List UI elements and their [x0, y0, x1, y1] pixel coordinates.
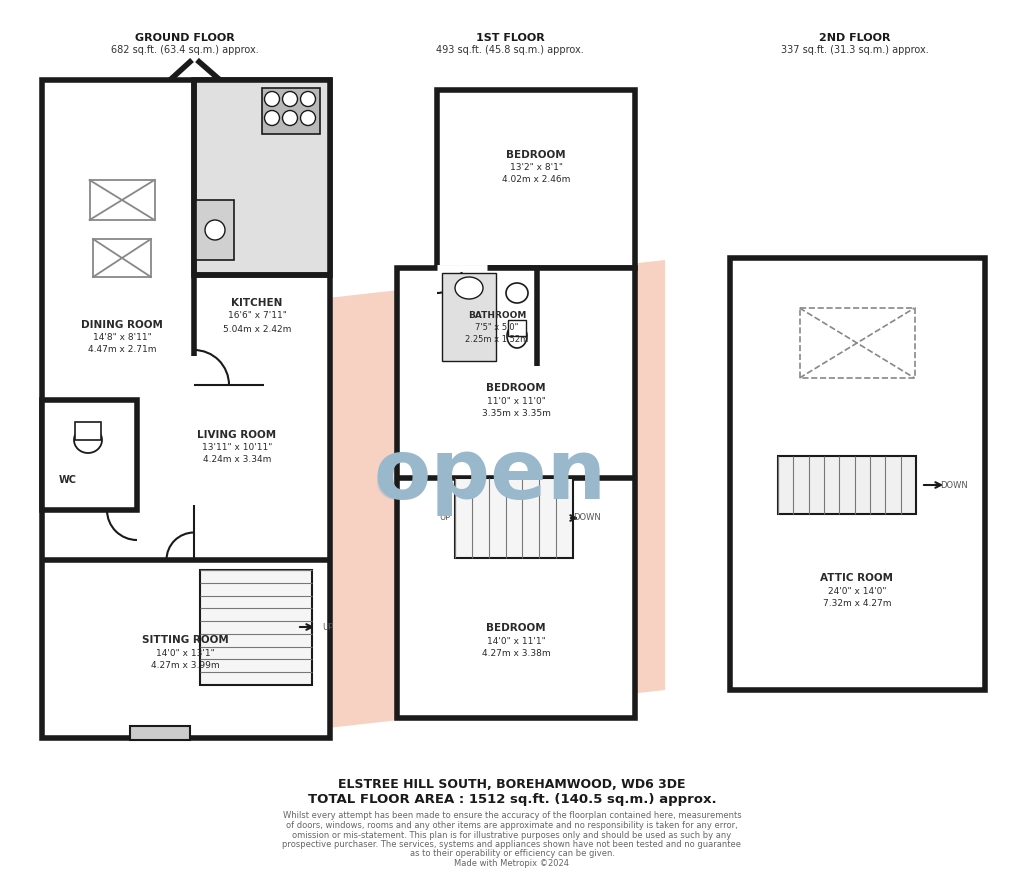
Text: 14'8" x 8'11": 14'8" x 8'11": [92, 333, 152, 342]
Text: 4.27m x 3.38m: 4.27m x 3.38m: [481, 649, 550, 658]
Text: open: open: [374, 435, 606, 515]
Text: 2ND FLOOR: 2ND FLOOR: [819, 33, 891, 43]
Circle shape: [264, 110, 280, 125]
Text: 16'6" x 7'11": 16'6" x 7'11": [227, 312, 287, 321]
Bar: [437, 268, 537, 366]
Bar: [130, 726, 190, 740]
Text: BEDROOM: BEDROOM: [506, 150, 566, 160]
Text: 13'11" x 10'11": 13'11" x 10'11": [202, 444, 272, 452]
Text: BATHROOM: BATHROOM: [468, 312, 526, 321]
Text: 4.02m x 2.46m: 4.02m x 2.46m: [502, 176, 570, 185]
Text: as to their operability or efficiency can be given.: as to their operability or efficiency ca…: [410, 849, 614, 858]
Text: open: open: [374, 435, 606, 515]
Text: 4.27m x 3.99m: 4.27m x 3.99m: [151, 660, 219, 669]
Bar: [42, 80, 330, 738]
Text: 337 sq.ft. (31.3 sq.m.) approx.: 337 sq.ft. (31.3 sq.m.) approx.: [781, 45, 929, 55]
Text: LIVING ROOM: LIVING ROOM: [198, 430, 276, 440]
Text: of doors, windows, rooms and any other items are approximate and no responsibili: of doors, windows, rooms and any other i…: [286, 821, 738, 830]
Bar: [778, 456, 916, 514]
Text: 24'0" x 14'0": 24'0" x 14'0": [827, 587, 886, 596]
Text: Whilst every attempt has been made to ensure the accuracy of the floorplan conta: Whilst every attempt has been made to en…: [283, 812, 741, 821]
Text: TOTAL FLOOR AREA : 1512 sq.ft. (140.5 sq.m.) approx.: TOTAL FLOOR AREA : 1512 sq.ft. (140.5 sq…: [307, 792, 717, 806]
Circle shape: [205, 220, 225, 240]
Text: 5.04m x 2.42m: 5.04m x 2.42m: [223, 324, 291, 333]
Text: KITCHEN: KITCHEN: [231, 298, 283, 308]
Circle shape: [264, 91, 280, 107]
Text: 7.32m x 4.27m: 7.32m x 4.27m: [822, 599, 891, 607]
Text: 682 sq.ft. (63.4 sq.m.) approx.: 682 sq.ft. (63.4 sq.m.) approx.: [112, 45, 259, 55]
Ellipse shape: [507, 324, 527, 348]
Circle shape: [283, 91, 298, 107]
Text: DOWN: DOWN: [573, 513, 601, 522]
Bar: [200, 570, 312, 685]
Text: 11'0" x 11'0": 11'0" x 11'0": [486, 397, 546, 406]
Text: BEDROOM: BEDROOM: [486, 623, 546, 633]
Text: 1ST FLOOR: 1ST FLOOR: [475, 33, 545, 43]
Text: GROUND FLOOR: GROUND FLOOR: [135, 33, 234, 43]
Bar: [194, 80, 330, 275]
Text: DOWN: DOWN: [940, 480, 968, 489]
Polygon shape: [310, 260, 665, 730]
Text: estates: estates: [410, 509, 630, 561]
Ellipse shape: [506, 283, 528, 303]
Text: SITTING ROOM: SITTING ROOM: [141, 635, 228, 645]
Bar: [93, 239, 151, 277]
Text: 4.47m x 2.71m: 4.47m x 2.71m: [88, 346, 157, 355]
Text: 14'0" x 13'1": 14'0" x 13'1": [156, 649, 214, 658]
Text: prospective purchaser. The services, systems and appliances shown have not been : prospective purchaser. The services, sys…: [283, 840, 741, 849]
Circle shape: [300, 110, 315, 125]
Text: 2.25m x 1.52m: 2.25m x 1.52m: [465, 334, 528, 343]
Ellipse shape: [455, 277, 483, 299]
Bar: [397, 268, 635, 718]
Bar: [508, 320, 526, 336]
Circle shape: [300, 91, 315, 107]
Bar: [262, 88, 319, 134]
Bar: [442, 273, 496, 361]
Text: 4.24m x 3.34m: 4.24m x 3.34m: [203, 455, 271, 464]
Text: Made with Metropix ©2024: Made with Metropix ©2024: [455, 859, 569, 868]
Text: 13'2" x 8'1": 13'2" x 8'1": [510, 163, 562, 173]
Text: ELSTREE HILL SOUTH, BOREHAMWOOD, WD6 3DE: ELSTREE HILL SOUTH, BOREHAMWOOD, WD6 3DE: [338, 778, 686, 790]
Bar: [75, 422, 101, 440]
Bar: [800, 308, 914, 378]
Text: omission or mis-statement. This plan is for illustrative purposes only and shoul: omission or mis-statement. This plan is …: [293, 831, 731, 840]
Bar: [730, 258, 985, 690]
Ellipse shape: [74, 427, 102, 453]
Text: BEDROOM: BEDROOM: [486, 383, 546, 393]
Bar: [196, 200, 234, 260]
Bar: [42, 400, 137, 510]
Bar: [437, 90, 635, 268]
Text: 14'0" x 11'1": 14'0" x 11'1": [486, 636, 546, 645]
Text: WC: WC: [59, 475, 77, 485]
Circle shape: [283, 110, 298, 125]
Text: UP: UP: [439, 513, 451, 522]
Bar: [89, 180, 155, 220]
Text: 3.35m x 3.35m: 3.35m x 3.35m: [481, 409, 551, 418]
Text: UP: UP: [323, 623, 334, 632]
Text: ATTIC ROOM: ATTIC ROOM: [820, 573, 894, 583]
Bar: [455, 478, 573, 558]
Text: 493 sq.ft. (45.8 sq.m.) approx.: 493 sq.ft. (45.8 sq.m.) approx.: [436, 45, 584, 55]
Text: 7'5" x 5'0": 7'5" x 5'0": [475, 323, 519, 332]
Text: DINING ROOM: DINING ROOM: [81, 320, 163, 330]
